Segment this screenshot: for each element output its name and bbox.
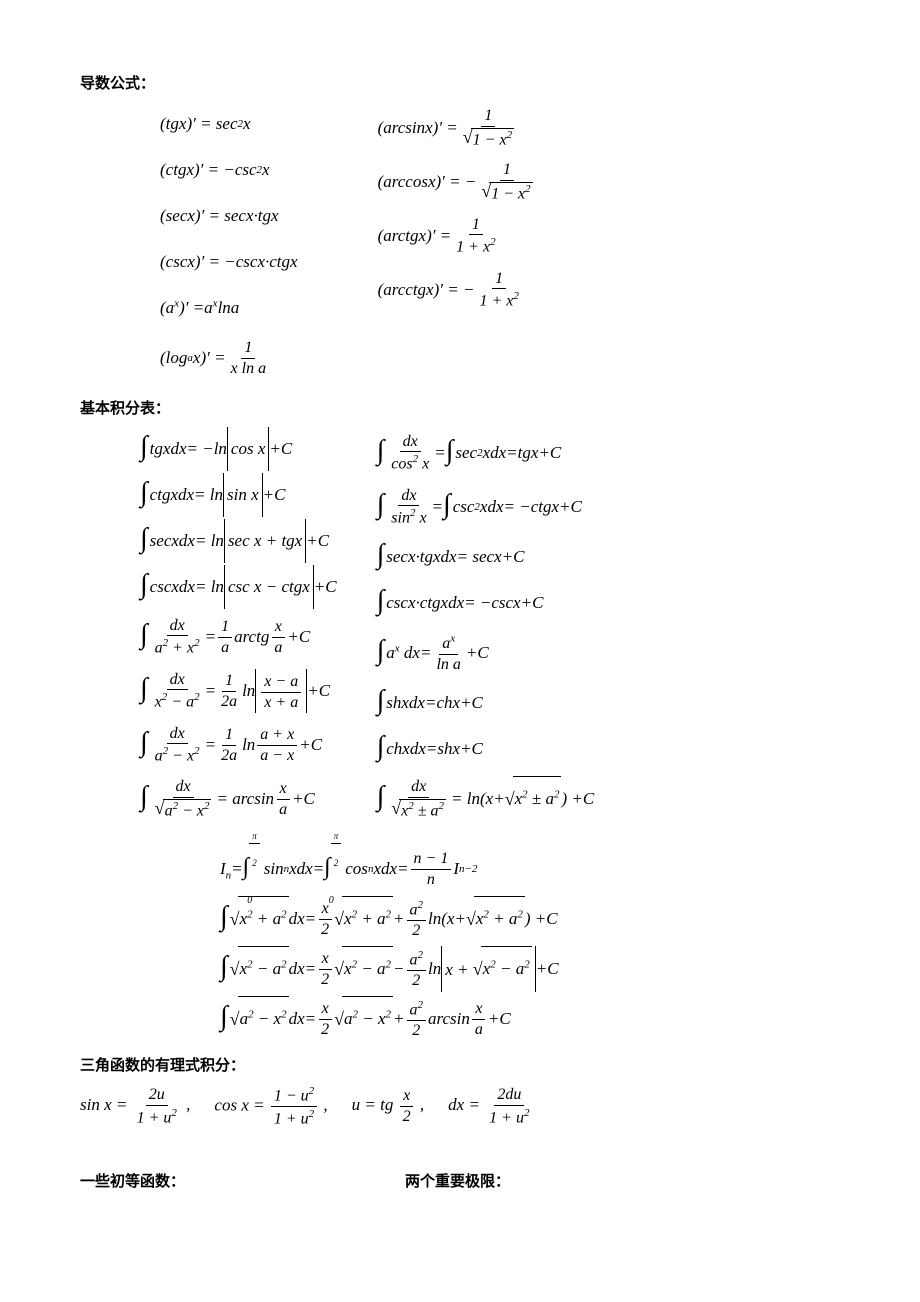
formula: ∫sec xdx = lnsec x + tgx + C bbox=[140, 522, 337, 560]
formula: ∫dxa2 + x2 = 1a arctg xa +C bbox=[140, 614, 337, 660]
formula: (arctgx)′ = 11 + x2 bbox=[378, 213, 538, 259]
integrals-right-col: ∫dxcos2 x = ∫sec2 xdx = tgx + C ∫dxsin2 … bbox=[377, 426, 595, 826]
formula: (tgx)′ = sec2 x bbox=[160, 105, 298, 143]
heading-derivatives: 导数公式： bbox=[80, 72, 840, 93]
heading-integrals: 基本积分表： bbox=[80, 397, 840, 418]
formula: dx = 2du1 + u2 bbox=[448, 1086, 534, 1127]
formula: ∫ctgxdx = lnsin x + C bbox=[140, 476, 337, 514]
formula: ∫ax dx = axln a + C bbox=[377, 630, 595, 676]
formula: (sec x)′ = sec x · tgx bbox=[160, 197, 298, 235]
formula: (arcctgx)′ = −11 + x2 bbox=[378, 267, 538, 313]
formula: ∫tgxdx = −lncos x + C bbox=[140, 430, 337, 468]
integrals-left-col: ∫tgxdx = −lncos x + C ∫ctgxdx = lnsin x … bbox=[140, 426, 337, 826]
formula: ∫csc xdx = lncsc x − ctgx + C bbox=[140, 568, 337, 606]
heading-elementary: 一些初等函数： bbox=[80, 1170, 185, 1191]
formula: ∫shxdx = chx + C bbox=[377, 684, 595, 722]
formula: ∫dxa2 − x2 = 12a ln a + xa − x + C bbox=[140, 722, 337, 768]
formula: (arcsin x)′ = 11 − x2 bbox=[378, 105, 538, 151]
bottom-headings: 一些初等函数： 两个重要极限： bbox=[80, 1158, 840, 1199]
integral-formulas: ∫tgxdx = −lncos x + C ∫ctgxdx = lnsin x … bbox=[140, 426, 840, 826]
derivatives-left-col: (tgx)′ = sec2 x (ctgx)′ = −csc2 x (sec x… bbox=[160, 101, 298, 385]
formula: ∫csc x · ctgxdx = −csc x + C bbox=[377, 584, 595, 622]
formula: ∫dxx2 ± a2 = ln(x + x2 ± a2 ) + C bbox=[377, 776, 595, 822]
derivatives-right-col: (arcsin x)′ = 11 − x2 (arccos x)′ = −11 … bbox=[378, 101, 538, 385]
formula: In = ∫π20sinn xdx = ∫π20cosn xdx = n − 1… bbox=[220, 846, 840, 892]
formula: ∫dxa2 − x2 = arcsin xa + C bbox=[140, 776, 337, 822]
formula: (loga x)′ = 1x ln a bbox=[160, 335, 298, 381]
formula: ∫dxsin2 x = ∫csc2 xdx = −ctgx + C bbox=[377, 484, 595, 530]
formula: u = tg x2 , bbox=[352, 1087, 424, 1125]
formula: ∫x2 − a2 dx = x2x2 − a2 − a22 lnx + x2 −… bbox=[220, 946, 840, 992]
formula: ∫chxdx = shx + C bbox=[377, 730, 595, 768]
centered-integrals: In = ∫π20sinn xdx = ∫π20cosn xdx = n − 1… bbox=[220, 846, 840, 1042]
formula: (ax)′ = ax ln a bbox=[160, 289, 298, 327]
formula: (csc x)′ = −csc x · ctgx bbox=[160, 243, 298, 281]
formula: ∫dxcos2 x = ∫sec2 xdx = tgx + C bbox=[377, 430, 595, 476]
formula: ∫x2 + a2 dx = x2x2 + a2 + a22 ln(x + x2 … bbox=[220, 896, 840, 942]
formula: (arccos x)′ = −11 − x2 bbox=[378, 159, 538, 205]
formula: cos x = 1 − u21 + u2 , bbox=[214, 1085, 327, 1128]
formula: ∫sec x · tgxdx = sec x + C bbox=[377, 538, 595, 576]
heading-trig-rational: 三角函数的有理式积分： bbox=[80, 1054, 840, 1075]
formula: (ctgx)′ = −csc2 x bbox=[160, 151, 298, 189]
substitution-row: sin x = 2u1 + u2 , cos x = 1 − u21 + u2 … bbox=[80, 1085, 840, 1128]
derivative-formulas: (tgx)′ = sec2 x (ctgx)′ = −csc2 x (sec x… bbox=[160, 101, 840, 385]
formula: ∫dxx2 − a2 = 12a lnx − ax + a + C bbox=[140, 668, 337, 714]
formula: sin x = 2u1 + u2 , bbox=[80, 1086, 190, 1127]
formula: ∫a2 − x2 dx = x2a2 − x2 + a22 arcsin xa … bbox=[220, 996, 840, 1042]
heading-limits: 两个重要极限： bbox=[405, 1170, 510, 1191]
